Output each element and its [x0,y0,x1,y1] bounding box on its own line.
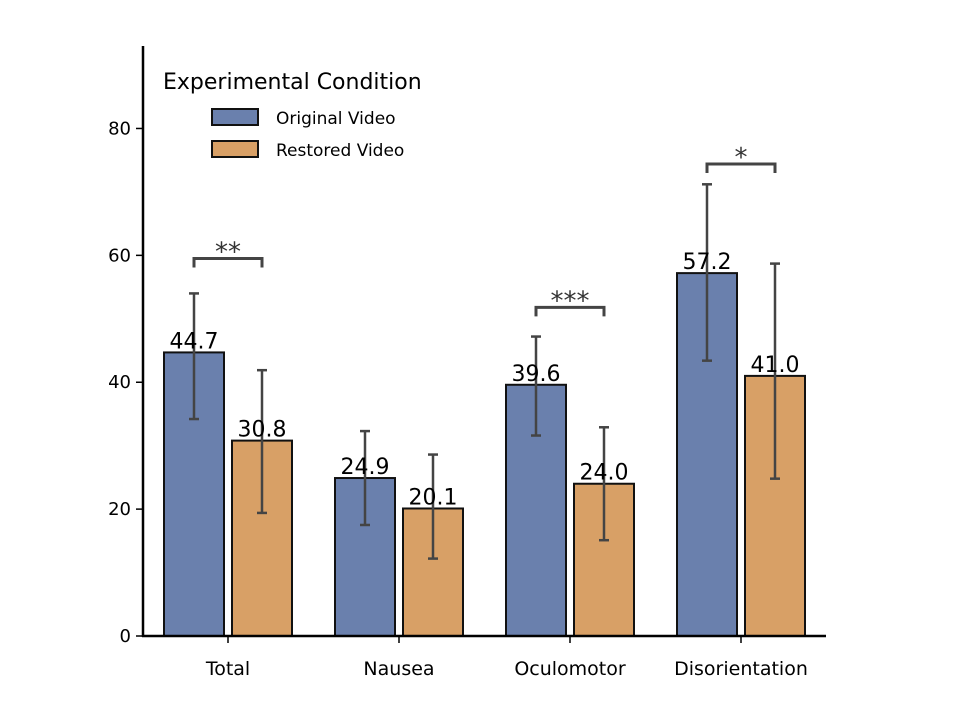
x-tick-label-disorientation: Disorientation [674,658,808,680]
value-label-oculomotor-original: 39.6 [512,362,561,387]
significance-bracket-disorientation [705,162,777,173]
value-label-total-original: 44.7 [170,329,219,354]
legend-title: Experimental Condition [163,70,422,95]
legend-label-restored: Restored Video [276,141,404,161]
axes-layer: 0 20 40 60 80 Total Nausea Oculomotor Disorienta… [108,46,826,680]
value-label-nausea-restored: 20.1 [409,485,458,510]
significance-bracket-oculomotor [534,305,606,317]
legend-swatch-restored [211,140,259,158]
y-tick-label-40: 40 [108,372,131,393]
y-tick-label-60: 60 [108,245,131,266]
legend: Experimental Condition Original Video Res… [163,70,422,161]
x-tick-label-total: Total [205,658,250,680]
value-label-disorientation-original: 57.2 [683,250,732,275]
error-bars-layer [189,183,780,560]
y-tick-label-20: 20 [108,499,131,520]
value-label-disorientation-restored: 41.0 [751,353,800,378]
value-label-oculomotor-restored: 24.0 [580,461,629,486]
significance-label-disorientation: * [735,143,748,173]
significance-label-oculomotor: *** [551,286,590,316]
y-tick-label-0: 0 [120,626,131,647]
y-tick-label-80: 80 [108,118,131,139]
significance-layer: ****** [192,143,777,317]
legend-swatch-original [211,108,259,126]
legend-label-original: Original Video [276,109,396,129]
value-labels-layer: 44.7 24.9 39.6 57.2 30.8 20.1 24.0 41.0 [170,250,800,510]
significance-bracket-total [192,257,264,268]
value-label-nausea-original: 24.9 [341,455,390,480]
x-tick-label-nausea: Nausea [363,658,434,680]
x-tick-label-oculomotor: Oculomotor [514,658,626,680]
significance-label-total: ** [215,238,241,268]
bars-layer [163,272,806,638]
bar-disorientation-original [676,272,738,637]
value-label-total-restored: 30.8 [238,418,287,443]
